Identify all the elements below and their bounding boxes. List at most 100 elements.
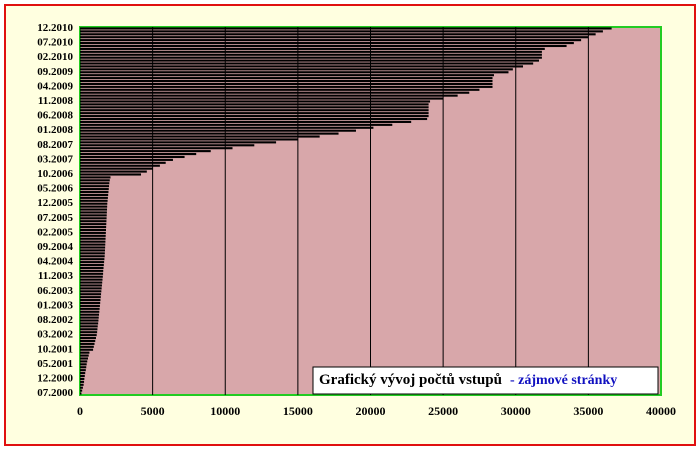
bar: [80, 287, 102, 290]
subtitle: - zájmové stránky: [510, 373, 617, 388]
bar: [80, 281, 103, 284]
y-tick-label: 10.2001: [37, 343, 73, 355]
bar: [80, 97, 444, 100]
bar: [80, 272, 104, 275]
bar: [80, 336, 96, 340]
bar: [80, 374, 85, 378]
bar: [80, 307, 100, 310]
bar: [80, 331, 98, 334]
y-tick-label: 12.2000: [37, 372, 73, 384]
bar: [80, 249, 105, 252]
bar: [80, 123, 393, 126]
bar: [80, 246, 106, 249]
bar: [80, 196, 108, 199]
bar: [80, 170, 147, 173]
bar: [80, 263, 104, 267]
bar: [80, 44, 567, 48]
x-tick-label: 5000: [141, 404, 165, 418]
bar: [80, 59, 539, 62]
bar: [80, 226, 107, 229]
bar: [80, 339, 96, 343]
bar: [80, 120, 412, 123]
bar: [80, 179, 110, 182]
bar: [80, 217, 107, 220]
bar: [80, 328, 98, 331]
bar: [80, 193, 109, 196]
bar: [80, 296, 101, 299]
bar: [80, 117, 428, 121]
bar: [80, 129, 356, 132]
y-tick-label: 07.2010: [37, 37, 73, 49]
bar: [80, 30, 603, 33]
chart-title: Grafický vývoj počtů vstupů - zájmové str…: [319, 372, 617, 388]
bar: [80, 258, 105, 261]
bar: [80, 316, 99, 319]
bar: [80, 62, 534, 65]
bar: [80, 53, 542, 56]
bar: [80, 360, 88, 363]
bar: [80, 348, 94, 351]
bar: [80, 199, 108, 202]
bar: [80, 185, 110, 188]
y-tick-label: 04.2004: [37, 256, 73, 268]
bar: [80, 79, 493, 83]
bar: [80, 220, 107, 223]
bar: [80, 304, 100, 307]
bar: [80, 386, 83, 389]
bar: [80, 266, 104, 270]
bar: [80, 301, 101, 305]
bar: [80, 363, 87, 366]
legend-box: [312, 366, 659, 395]
bar: [80, 27, 612, 30]
bar: [80, 88, 480, 91]
bar: [80, 223, 107, 226]
bar: [80, 42, 574, 45]
bar: [80, 190, 109, 194]
title: Grafický vývoj počtů vstupů: [319, 372, 502, 388]
x-tick-label: 40000: [646, 404, 676, 418]
y-tick-label: 02.2005: [37, 226, 73, 238]
y-tick-label: 07.2000: [37, 387, 73, 399]
bar: [80, 319, 99, 322]
bar: [80, 313, 100, 316]
bar: [80, 322, 99, 325]
bar: [80, 357, 88, 360]
y-tick-label: 01.2003: [37, 299, 73, 311]
bar: [80, 372, 86, 375]
bar: [80, 354, 89, 357]
bar: [80, 252, 105, 255]
bar: [80, 369, 86, 372]
bar: [80, 56, 542, 59]
x-tick-label: 0: [77, 404, 83, 418]
bar: [80, 33, 596, 36]
bar: [80, 173, 142, 176]
bar: [80, 167, 153, 170]
labels: 0 5000 10000 15000 20000 25000 30000 35000 40000…: [37, 22, 676, 418]
bar: [80, 310, 100, 313]
y-tick-label: 09.2009: [37, 66, 73, 78]
bar: [80, 100, 431, 103]
y-tick-label: 06.2008: [37, 110, 73, 122]
bar: [80, 36, 589, 39]
bar: [80, 158, 173, 161]
bar: [80, 135, 320, 138]
x-tick-label: 30000: [501, 404, 531, 418]
y-tick-label: 12.2005: [37, 197, 73, 209]
grid: [152, 27, 589, 395]
bar: [80, 208, 108, 211]
bar: [80, 269, 104, 272]
bar: [80, 39, 582, 42]
bar: [80, 240, 106, 243]
bar: [80, 389, 83, 392]
x-tick-label: 15000: [283, 404, 313, 418]
bar: [80, 176, 111, 179]
bar: [80, 228, 106, 232]
bar: [80, 334, 97, 337]
bar: [80, 284, 102, 287]
y-tick-label: 08.2002: [37, 314, 73, 326]
y-tick-label: 11.2003: [38, 270, 74, 282]
y-tick-label: 03.2002: [37, 329, 73, 341]
y-tick-label: 07.2005: [37, 212, 73, 224]
bar: [80, 214, 107, 217]
bar: [80, 342, 95, 345]
